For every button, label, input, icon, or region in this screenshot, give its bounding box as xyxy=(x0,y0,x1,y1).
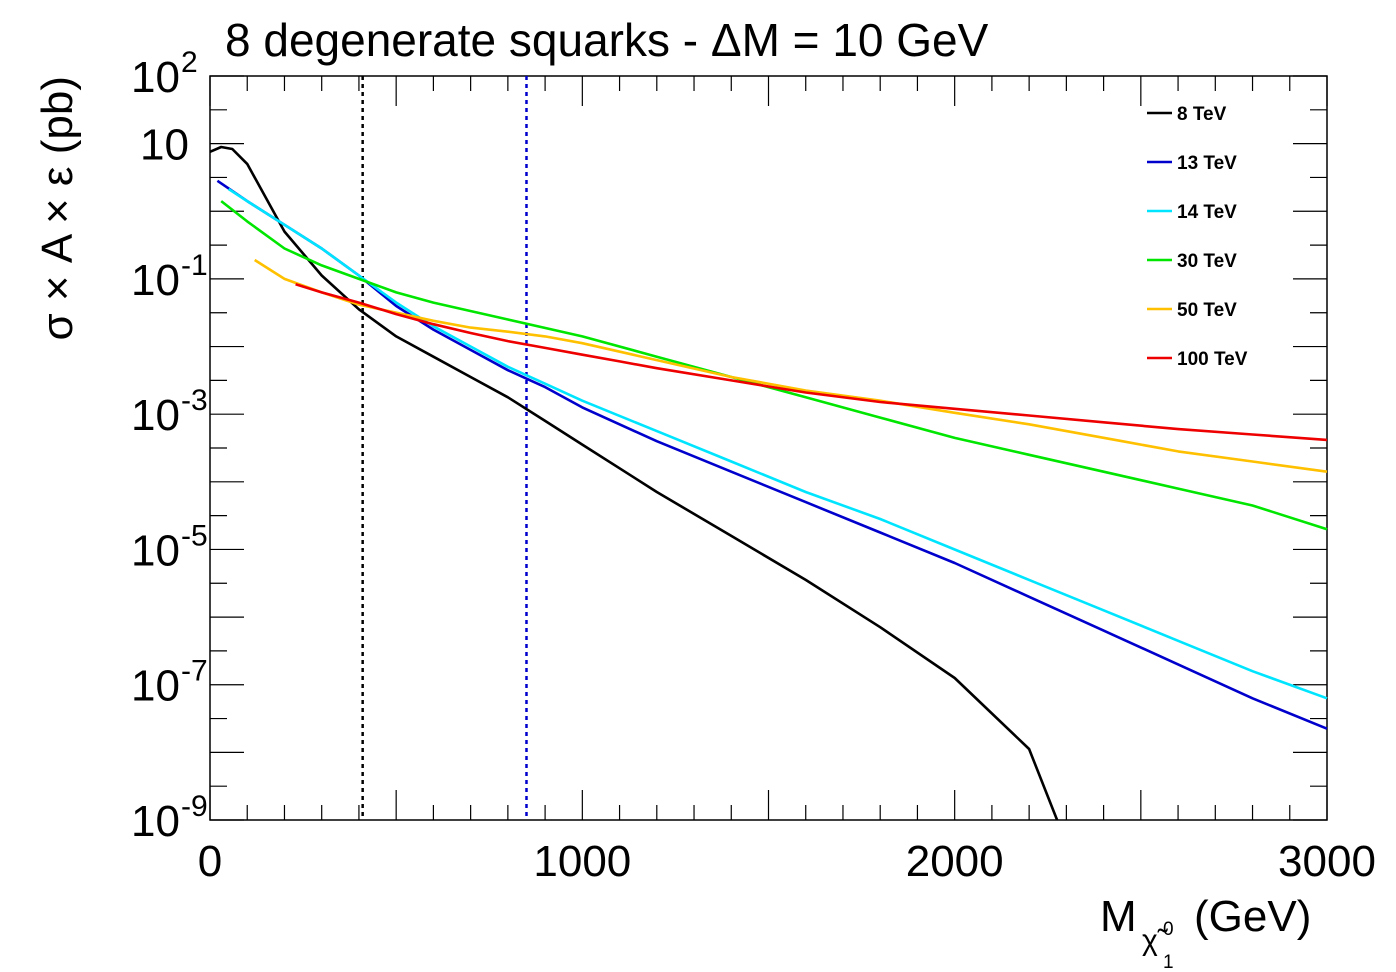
y-tick-label: 10 xyxy=(131,53,180,102)
y-tick-label-exponent: -5 xyxy=(181,519,208,552)
series-line-100-tev xyxy=(295,283,1328,442)
series-line-14-tev xyxy=(227,187,1328,700)
legend-label: 14 TeV xyxy=(1177,202,1237,223)
y-tick-label-exponent: -7 xyxy=(181,655,208,688)
x-axis-label-unit: (GeV) xyxy=(1194,892,1311,941)
x-tick-label: 0 xyxy=(198,837,222,886)
vertical-reference-lines xyxy=(361,76,528,820)
legend-label: 8 TeV xyxy=(1177,104,1227,125)
y-tick-label: 10 xyxy=(131,526,180,575)
y-tick-label: 10 xyxy=(131,662,180,711)
y-tick-label: 10 xyxy=(131,391,180,440)
series-lines xyxy=(209,145,1328,821)
y-tick-label: 10 xyxy=(131,797,180,846)
y-tick-label-exponent: -1 xyxy=(181,249,208,282)
legend-label: 50 TeV xyxy=(1177,300,1237,321)
x-tick-label: 2000 xyxy=(906,837,1004,886)
x-axis-label-sub-sub: 1 xyxy=(1163,952,1174,972)
legend-label: 30 TeV xyxy=(1177,251,1237,272)
x-axis-label: M χ̃ 0 1 (GeV) xyxy=(1100,892,1311,972)
x-tick-labels: 0 1000 2000 3000 xyxy=(198,837,1376,886)
y-tick-label: 10 xyxy=(131,256,180,305)
x-axis-label-main: M xyxy=(1100,892,1137,941)
legend-label: 13 TeV xyxy=(1177,153,1237,174)
x-tick-label: 3000 xyxy=(1278,837,1376,886)
minor-ticks xyxy=(209,75,1328,821)
series-line-50-tev xyxy=(254,258,1328,473)
legend: 8 TeV 13 TeV 14 TeV 30 TeV 50 TeV 100 TeV xyxy=(1147,104,1248,370)
legend-label: 100 TeV xyxy=(1177,349,1248,370)
y-axis-label: σ × A × ε (pb) xyxy=(33,76,82,340)
y-tick-label-exponent: -3 xyxy=(181,384,208,417)
x-tick-label: 1000 xyxy=(533,837,631,886)
y-tick-label-exponent: 2 xyxy=(181,46,198,79)
y-tick-label-exponent: -9 xyxy=(181,790,208,823)
chart-title: 8 degenerate squarks - ΔM = 10 GeV xyxy=(225,14,989,66)
y-tick-label: 10 xyxy=(140,121,189,170)
series-line-8-tev xyxy=(209,145,1059,821)
series-line-30-tev xyxy=(220,200,1328,531)
x-axis-label-sub-sup: 0 xyxy=(1163,919,1174,940)
